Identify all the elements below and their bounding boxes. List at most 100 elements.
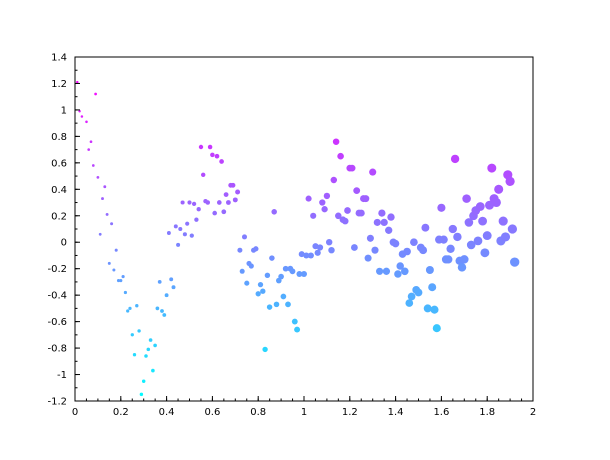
x-tick-label: 1.2 [342,407,358,418]
data-point [487,163,497,173]
data-point [430,305,439,314]
data-point [110,222,114,226]
data-point [85,120,88,124]
data-point [498,216,508,226]
data-point [237,247,243,253]
data-point [432,324,441,333]
data-point [139,392,144,397]
data-point [423,304,432,313]
data-point [282,265,289,272]
data-point [285,301,291,308]
data-point [307,252,314,259]
data-point [212,210,217,216]
data-point [357,209,365,217]
data-point [373,218,381,226]
data-point [119,279,123,283]
data-point [191,201,197,207]
y-tick-label: -0.2 [47,264,67,275]
data-point [321,206,328,213]
data-point [200,172,206,178]
data-point [478,216,487,226]
data-point [146,347,151,352]
data-point [314,249,321,256]
data-point [371,246,379,254]
data-point [253,246,259,252]
data-point [332,138,340,145]
data-point [460,255,469,264]
data-point [385,226,393,234]
data-point [466,240,476,250]
data-point [428,283,437,292]
x-tick-label: 0.6 [204,407,220,418]
y-tick-label: 0.4 [51,185,67,196]
data-point [353,187,361,195]
data-point [248,263,254,269]
data-point [348,164,356,172]
data-point [194,217,199,222]
data-point [176,242,181,247]
data-point [94,92,97,96]
data-point [107,261,111,265]
data-point [260,288,266,294]
data-point [169,277,174,282]
data-point [105,212,109,216]
data-point [262,346,268,353]
data-point [444,255,453,264]
data-point [401,267,409,276]
data-point [137,329,141,333]
data-point [173,224,178,229]
data-point [303,252,310,259]
data-point [419,246,428,255]
data-point [378,209,386,217]
y-tick-label: -0.4 [47,291,67,302]
data-point [141,379,146,383]
data-point [505,176,515,187]
data-point [221,209,227,215]
data-point [219,159,224,164]
data-point [391,239,400,248]
data-point [366,234,374,242]
data-point [178,226,183,232]
data-point [196,207,201,212]
data-point [421,223,430,232]
data-point [437,203,446,212]
y-tick-label: 0.2 [51,211,67,222]
x-tick-label: 1.8 [479,407,495,418]
data-point [351,244,358,251]
data-point [148,338,153,342]
data-point [280,293,287,300]
data-point [87,148,91,151]
x-tick-label: 1 [301,407,307,418]
data-point [132,353,137,357]
data-point [328,246,335,254]
data-point [223,192,229,197]
data-point [425,266,434,274]
data-point [362,195,370,203]
data-point [507,224,518,234]
data-point [266,304,273,310]
data-point [198,144,204,150]
data-point [335,212,342,220]
data-point [271,209,277,215]
data-point [305,195,312,202]
data-point [296,271,303,277]
data-point [414,288,423,297]
data-point [216,200,222,205]
data-point [182,232,187,237]
data-point [289,268,296,275]
data-point [239,268,245,274]
data-point [448,224,457,234]
data-point [89,140,93,144]
data-point [98,232,102,236]
data-point [180,200,185,205]
data-point [294,326,301,333]
data-point [151,368,155,373]
data-point [475,202,485,211]
data-point [403,247,411,256]
data-point [485,200,494,210]
x-tick-label: 2 [530,407,536,418]
y-tick-label: 1.2 [51,79,67,90]
data-point [387,213,395,221]
data-point [114,248,118,252]
data-point [185,221,190,226]
